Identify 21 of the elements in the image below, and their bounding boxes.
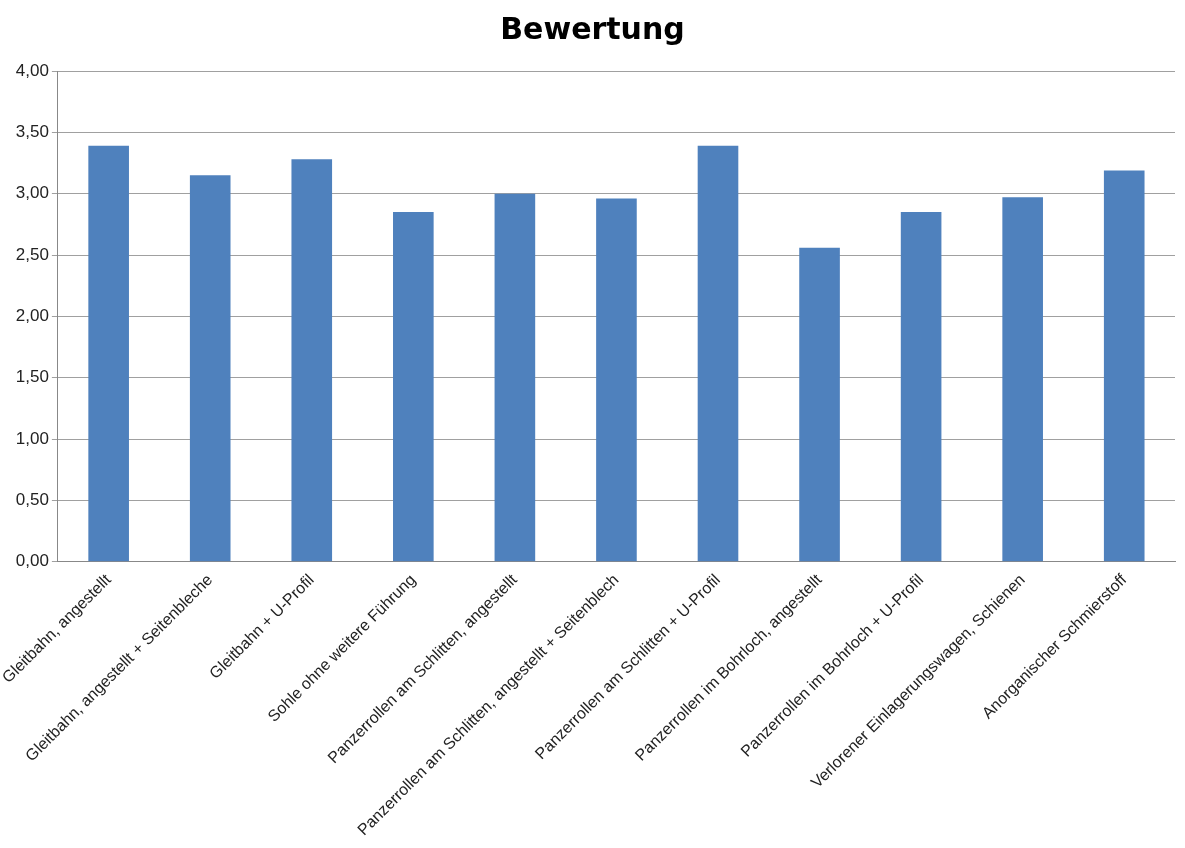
y-tick-label: 1,00 — [15, 428, 49, 448]
chart-title: Bewertung — [500, 10, 685, 46]
y-tick-label: 2,50 — [15, 244, 49, 264]
y-tick-label: 0,00 — [15, 551, 49, 571]
bar — [799, 247, 840, 562]
bar — [494, 193, 536, 562]
y-tick-label: 2,00 — [15, 306, 49, 326]
bar — [900, 212, 942, 562]
bar — [596, 198, 637, 562]
y-tick-label: 0,50 — [15, 490, 49, 510]
bar — [189, 175, 231, 562]
bar — [697, 145, 739, 562]
bar — [1103, 170, 1145, 562]
bar — [88, 145, 129, 562]
bar — [291, 159, 333, 562]
bar — [393, 212, 434, 562]
y-tick-label: 3,00 — [15, 183, 49, 203]
y-tick-label: 1,50 — [15, 367, 49, 387]
y-tick-label: 3,50 — [15, 122, 49, 142]
y-tick-label: 4,00 — [15, 60, 49, 80]
bar — [1002, 197, 1043, 562]
